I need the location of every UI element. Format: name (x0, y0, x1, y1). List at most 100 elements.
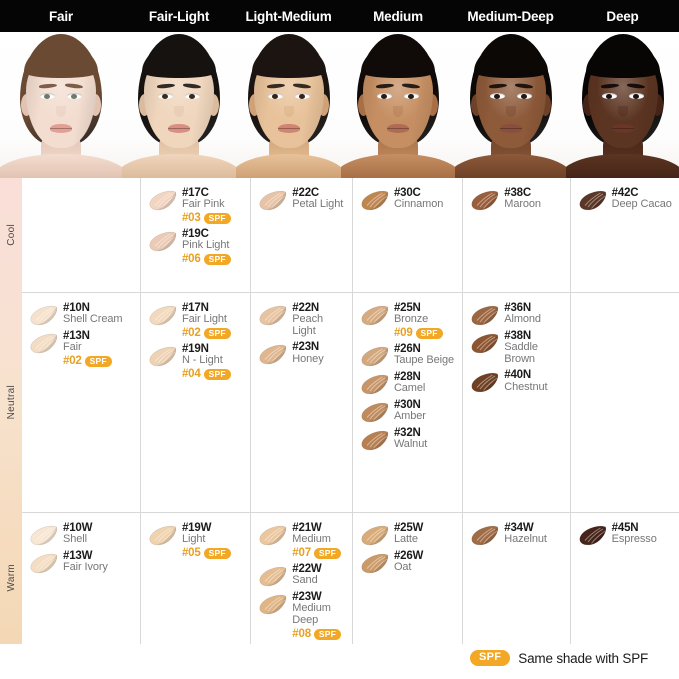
model-pupil-r (189, 94, 195, 99)
shade-item[interactable]: #21W Medium #07 SPF (258, 522, 347, 560)
shade-name: Fair Ivory (63, 561, 108, 574)
spf-line: #07 SPF (292, 547, 342, 560)
shade-name: Medium (292, 533, 331, 546)
model-lips (611, 124, 634, 133)
tone-label-text: Warm (5, 564, 17, 592)
shade-item[interactable]: #23N Honey (258, 341, 347, 366)
shade-name: Deep Cacao (611, 198, 672, 211)
spf-shade-code: #07 (292, 547, 311, 560)
spf-line: #04 SPF (182, 368, 231, 380)
shade-name: Saddle Brown (504, 341, 538, 366)
spf-badge: SPF (203, 327, 231, 339)
shade-item[interactable]: #45N Espresso (578, 522, 674, 547)
model-lips (499, 124, 522, 133)
shade-item[interactable]: #32N Walnut (360, 427, 457, 452)
shade-item[interactable]: #28N Camel (360, 371, 457, 396)
grid-row-cool: #17C Fair Pink #03 SPF #19C Pink Light #06 SPF #… (22, 178, 679, 292)
shade-text: #30C Cinnamon (394, 187, 443, 211)
shade-item[interactable]: #38N Saddle Brown (470, 330, 564, 366)
shade-item[interactable]: #34W Hazelnut (470, 522, 564, 547)
shade-item[interactable]: #30N Amber (360, 399, 457, 424)
grid-cell: #45N Espresso (569, 513, 679, 644)
grid-row-neutral: #10N Shell Cream #13N Fair #02 SPF #17N Fair Li… (22, 292, 679, 512)
model-photo-strip (0, 32, 679, 178)
category-header-band: Fair Fair-Light Light-Medium Medium Medium-D… (0, 0, 679, 32)
shade-item[interactable]: #13W Fair Ivory (29, 550, 135, 575)
shade-text: #36N Almond (504, 302, 541, 326)
model-eye-l (489, 93, 505, 99)
model-eye-r (404, 93, 419, 99)
shade-item[interactable]: #19C Pink Light #06 SPF (148, 228, 245, 266)
shade-item[interactable]: #19W Light #05 SPF (148, 522, 245, 560)
header-column-fair: Fair (49, 8, 73, 24)
model-lip-line (50, 128, 72, 129)
shade-text: #23W Medium Deep #08 SPF (292, 591, 347, 641)
shade-item[interactable]: #36N Almond (470, 302, 564, 327)
shade-item[interactable]: #25W Latte (360, 522, 457, 547)
shade-name: Walnut (393, 438, 428, 451)
shade-code: #17C (181, 187, 209, 199)
model-photo-3 (236, 32, 341, 178)
grid-cell: #22N Peach Light #23N Honey (250, 293, 352, 512)
shade-code: #17N (181, 302, 209, 314)
shade-name: Honey (292, 352, 324, 365)
shade-swatch-icon (258, 565, 288, 588)
shade-item[interactable]: #38C Maroon (470, 187, 564, 212)
model-pupil-l (605, 94, 612, 99)
shade-swatch-icon (360, 524, 390, 547)
model-ear-right (539, 94, 551, 116)
shade-name: Shell (63, 533, 87, 546)
spf-line: #03 SPF (182, 212, 231, 224)
shade-text: #25N Bronze #09 SPF (394, 302, 443, 340)
shade-text: #17N Fair Light #02 SPF (182, 302, 231, 340)
shade-text: #25W Latte (394, 522, 423, 546)
shade-name: Medium Deep (292, 602, 331, 626)
shade-item[interactable]: #26N Taupe Beige (360, 343, 457, 368)
tone-label-neutral: Neutral (0, 292, 22, 512)
shade-text: #10W Shell (63, 522, 92, 546)
shade-item[interactable]: #13N Fair #02 SPF (29, 330, 135, 368)
shade-text: #17C Fair Pink #03 SPF (182, 187, 231, 225)
shade-text: #13N Fair #02 SPF (63, 330, 112, 368)
shade-code: #30C (393, 187, 421, 199)
shade-name: Peach Light (292, 313, 323, 338)
shade-name: Camel (393, 382, 426, 395)
spf-line: #09 SPF (394, 327, 443, 339)
spf-badge: SPF (203, 547, 231, 559)
shade-swatch-icon (470, 304, 500, 327)
shade-item[interactable]: #10W Shell (29, 522, 135, 547)
shade-item[interactable]: #26W Oat (360, 550, 457, 575)
shade-item[interactable]: #22C Petal Light (258, 187, 347, 212)
shade-grid-wrapper: #17C Fair Pink #03 SPF #19C Pink Light #06 SPF #… (0, 178, 679, 679)
shade-item[interactable]: #10N Shell Cream (29, 302, 135, 327)
model-eye-r (294, 93, 310, 99)
shade-item[interactable]: #25N Bronze #09 SPF (360, 302, 457, 340)
shade-text: #26N Taupe Beige (394, 343, 454, 367)
shade-code: #22N (292, 302, 319, 314)
shade-item[interactable]: #22N Peach Light (258, 302, 347, 338)
shade-swatch-icon (258, 524, 288, 547)
model-pupil-l (44, 94, 50, 99)
shade-item[interactable]: #30C Cinnamon (360, 187, 457, 212)
spf-badge: SPF (203, 253, 231, 265)
shade-item[interactable]: #40N Chestnut (470, 369, 564, 394)
model-nose (393, 106, 403, 117)
tone-rail (0, 178, 22, 644)
shade-code: #13N (63, 330, 90, 342)
shade-item[interactable]: #19N N - Light #04 SPF (148, 343, 245, 381)
shade-name: Light (181, 533, 206, 546)
shade-swatch-icon (258, 189, 288, 212)
shade-item[interactable]: #23W Medium Deep #08 SPF (258, 591, 347, 641)
shade-item[interactable]: #17N Fair Light #02 SPF (148, 302, 245, 340)
shade-swatch-icon (470, 371, 500, 394)
shade-item[interactable]: #17C Fair Pink #03 SPF (148, 187, 245, 225)
grid-cell: #21W Medium #07 SPF #22W Sand #23W Medium Deep #… (250, 513, 352, 644)
model-pupil-l (271, 94, 278, 99)
grid-cell: #10N Shell Cream #13N Fair #02 SPF (22, 293, 140, 512)
shade-item[interactable]: #42C Deep Cacao (578, 187, 674, 212)
shade-text: #34W Hazelnut (504, 522, 547, 546)
tone-label-text: Cool (5, 224, 17, 246)
shade-item[interactable]: #22W Sand (258, 563, 347, 588)
shade-code: #25W (393, 522, 424, 534)
